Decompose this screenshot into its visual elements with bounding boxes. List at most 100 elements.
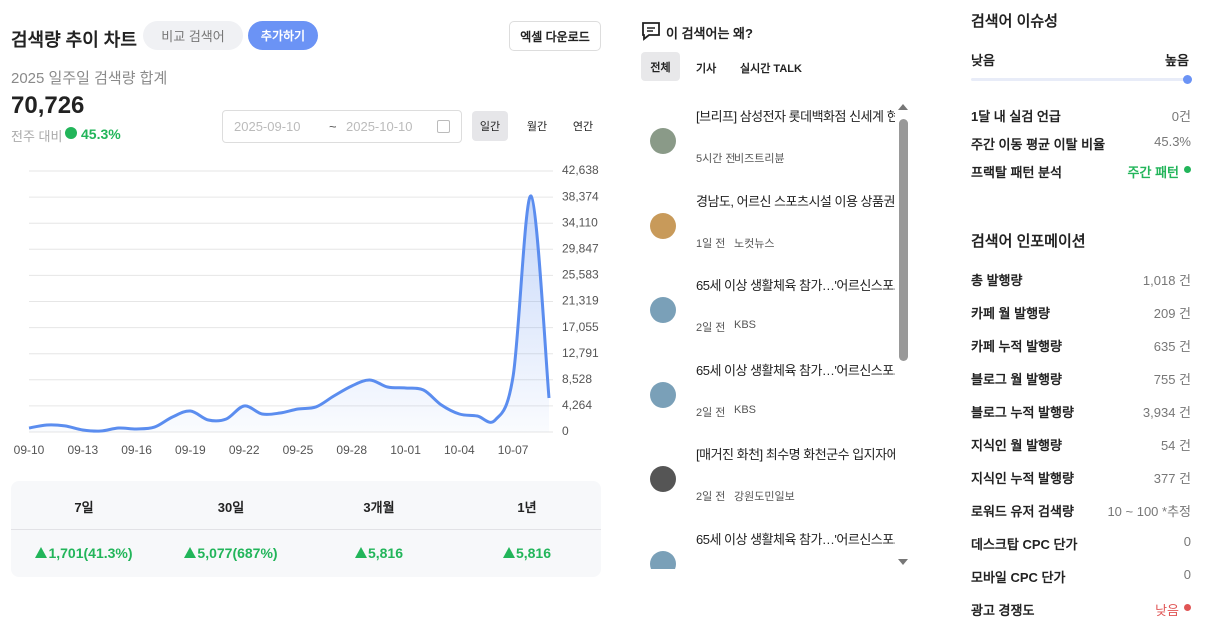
news-headline: 경남도, 어르신 스포츠시설 이용 상품권 5만 2600장 지원 bbox=[696, 193, 895, 209]
table-cell: 5,816 bbox=[457, 545, 597, 561]
table-header: 1년 bbox=[517, 500, 537, 515]
line bbox=[28, 194, 551, 433]
news-item[interactable]: [브리프] 삼성전자 롯데백화점 신세계 현대백화점 이마트 롯데마트 外 5시간… bbox=[630, 108, 895, 188]
date-to: 2025-10-10 bbox=[346, 119, 413, 134]
x-tick-label: 09-19 bbox=[175, 443, 206, 457]
up-triangle bbox=[184, 547, 197, 558]
info-row: 총 발행량 1,018 건 bbox=[971, 270, 1191, 289]
row-value: 45.3% bbox=[1154, 134, 1191, 149]
row-label: 1달 내 실검 언급 bbox=[971, 109, 1061, 124]
info-row: 지식인 월 발행량 54 건 bbox=[971, 435, 1191, 454]
table-cell: 1,701(41.3%) bbox=[14, 545, 154, 561]
issue-title: 검색어 이슈성 bbox=[971, 13, 1058, 30]
row-value: 1,018 건 bbox=[1142, 273, 1191, 288]
info-row: 블로그 누적 발행량 3,934 건 bbox=[971, 402, 1191, 421]
row-value: 주간 패턴 bbox=[1128, 162, 1191, 181]
up-triangle bbox=[502, 547, 515, 558]
thumbnail bbox=[650, 466, 676, 492]
tab[interactable]: 전체 bbox=[641, 52, 680, 81]
news-item[interactable]: 경남도, 어르신 스포츠시설 이용 상품권 5만 2600장 지원 1일 전 노컷뉴… bbox=[630, 193, 895, 273]
table-header: 7일 bbox=[74, 500, 94, 515]
news-headline: 65세 이상 생활체육 참가…'어르신스포츠상품권' 활용하세요 bbox=[696, 362, 895, 378]
x-tick-label: 09-10 bbox=[14, 443, 45, 457]
date-from: 2025-09-10 bbox=[234, 119, 301, 134]
y-tick-label: 29,847 bbox=[562, 241, 599, 255]
news-list: [브리프] 삼성전자 롯데백화점 신세계 현대백화점 이마트 롯데마트 外 5시간… bbox=[630, 100, 895, 569]
row-value: 0건 bbox=[1171, 109, 1191, 124]
y-tick-label: 21,319 bbox=[562, 294, 599, 308]
news-item[interactable]: 65세 이상 생활체육 참가…'어르신스포츠상품권' 활용하세요 2일 전 KBS bbox=[630, 277, 895, 357]
status-dot bbox=[1184, 604, 1191, 611]
news-headline: 65세 이상 생활체육 참가…'어르신스포츠상품권' 활용하세요 bbox=[696, 278, 895, 293]
period-button[interactable]: 일간 bbox=[472, 111, 508, 141]
row-value: 0 bbox=[1183, 534, 1191, 549]
row-label: 카페 월 발행량 bbox=[971, 306, 1050, 321]
change-value: 45.3% bbox=[81, 126, 121, 142]
info-row: 데스크탑 CPC 단가 0 bbox=[971, 534, 1191, 553]
row-value: 755 건 bbox=[1153, 372, 1191, 387]
issue-low: 낮음 bbox=[971, 53, 995, 68]
info-title: 검색어 인포메이션 bbox=[971, 233, 1086, 250]
table-cell: 5,816 bbox=[309, 545, 449, 561]
info-row: 지식인 누적 발행량 377 건 bbox=[971, 468, 1191, 487]
row-label: 프랙탈 패턴 분석 bbox=[971, 165, 1062, 180]
news-item[interactable]: 65세 이상 생활체육 참가…'어르신스포츠상품권' 활용하세요 bbox=[630, 531, 895, 569]
thumbnail bbox=[650, 212, 676, 239]
date-separator: ~ bbox=[329, 119, 337, 134]
row-label: 데스크탑 CPC 단가 bbox=[971, 537, 1078, 552]
calendar-icon bbox=[437, 120, 450, 133]
thumbnail bbox=[650, 297, 676, 323]
slider-dot bbox=[1183, 75, 1192, 84]
scrollbar-thumb[interactable] bbox=[899, 119, 908, 361]
info-row: 모바일 CPC 단가 0 bbox=[971, 567, 1191, 586]
news-time: 2일 전 bbox=[696, 491, 726, 503]
news-title: 이 검색어는 왜? bbox=[666, 26, 753, 41]
y-tick-label: 25,583 bbox=[562, 268, 599, 282]
news-icon bbox=[642, 22, 660, 41]
news-source: KBS bbox=[734, 319, 757, 331]
info-row: 광고 경쟁도 낮음 bbox=[971, 600, 1191, 619]
total: 70,726 bbox=[11, 92, 85, 119]
compare-button[interactable]: 비교 검색어 bbox=[143, 21, 243, 50]
info-row: 블로그 월 발행량 755 건 bbox=[971, 369, 1191, 388]
date-range[interactable]: 2025-09-10 ~ 2025-10-10 bbox=[222, 110, 462, 143]
row-label: 모바일 CPC 단가 bbox=[971, 570, 1066, 585]
news-time: 2일 전 bbox=[696, 406, 726, 419]
row-label: 블로그 누적 발행량 bbox=[971, 405, 1074, 420]
row-value: 377 건 bbox=[1153, 471, 1191, 486]
table-header: 30일 bbox=[217, 500, 245, 515]
thumbnail bbox=[650, 128, 676, 154]
change-value: 1,701(41.3%) bbox=[48, 545, 133, 561]
info-row: 프랙탈 패턴 분석 주간 패턴 bbox=[971, 162, 1191, 181]
period-button[interactable]: 연간 bbox=[572, 121, 594, 133]
scroll-down[interactable] bbox=[898, 559, 908, 565]
tab[interactable]: 기사 bbox=[696, 63, 717, 75]
news-time: 5시간 전 bbox=[696, 153, 736, 165]
chart: 0 4,264 8,528 12,791 17,055 21,319 25,583 29,84… bbox=[14, 163, 599, 457]
news-item[interactable]: 65세 이상 생활체육 참가…'어르신스포츠상품권' 활용하세요 2일 전 KBS bbox=[630, 362, 895, 442]
change-value: 5,816 bbox=[515, 545, 552, 561]
tab[interactable]: 실시간 TALK bbox=[740, 63, 802, 75]
excel-button[interactable]: 엑셀 다운로드 bbox=[509, 21, 601, 51]
y-tick-label: 0 bbox=[562, 424, 569, 438]
row-value: 209 건 bbox=[1153, 306, 1191, 321]
slider-track bbox=[971, 78, 1191, 81]
y-tick-label: 17,055 bbox=[562, 320, 599, 334]
change-label: 전주 대비 bbox=[11, 129, 63, 144]
news-time: 1일 전 bbox=[696, 237, 726, 250]
row-label: 지식인 월 발행량 bbox=[971, 438, 1062, 453]
row-label: 로워드 유저 검색량 bbox=[971, 504, 1074, 519]
y-tick-label: 4,264 bbox=[562, 398, 592, 412]
news-source: 노컷뉴스 bbox=[734, 237, 775, 250]
row-value: 낮음 bbox=[1155, 600, 1191, 619]
news-time: 2일 전 bbox=[696, 322, 726, 334]
period-button[interactable]: 월간 bbox=[526, 121, 548, 133]
up-triangle bbox=[35, 547, 48, 558]
news-source: 강원도민일보 bbox=[734, 491, 795, 503]
news-headline: 65세 이상 생활체육 참가…'어르신스포츠상품권' 활용하세요 bbox=[696, 531, 895, 547]
add-button[interactable]: 추가하기 bbox=[248, 21, 318, 50]
row-value: 3,934 건 bbox=[1142, 405, 1191, 420]
news-item[interactable]: [매거진 화천] 최수명 화천군수 입지자에게 듣는다 2일 전 강원도민일보 bbox=[630, 446, 895, 526]
scroll-up[interactable] bbox=[898, 104, 908, 110]
